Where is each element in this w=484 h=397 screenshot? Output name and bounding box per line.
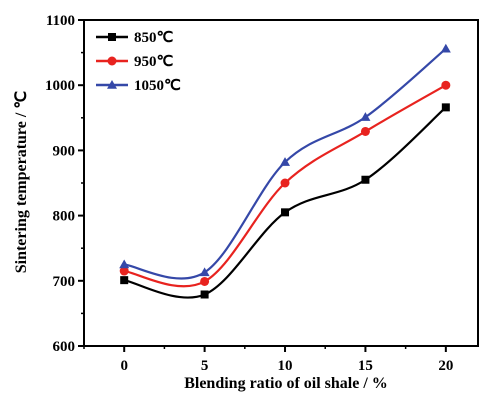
axes: 600 700 800 900 1000 1100 0 5 10 15 20 — [45, 13, 479, 374]
x-tick-label: 10 — [278, 358, 293, 374]
legend: 850℃ 950℃ 1050℃ — [96, 30, 181, 94]
y-tick-label: 900 — [53, 143, 76, 159]
legend-label-0: 850℃ — [134, 30, 174, 46]
x-tick-label: 20 — [438, 358, 453, 374]
y-tick-label: 600 — [53, 339, 76, 355]
data-point-series-0 — [200, 290, 209, 299]
data-point-series-0 — [281, 208, 290, 217]
y-tick-label: 800 — [53, 209, 76, 225]
data-point-series-0 — [441, 103, 450, 112]
x-tick-label: 15 — [358, 358, 373, 374]
y-tick-label: 1100 — [46, 13, 75, 29]
data-point-series-1 — [441, 80, 451, 90]
x-tick-label: 0 — [120, 358, 128, 374]
y-tick-label: 700 — [53, 274, 76, 290]
data-point-series-1 — [280, 178, 290, 188]
data-point-series-2 — [280, 157, 291, 166]
data-point-series-2 — [199, 267, 210, 277]
y-axis-title: Sintering temperature / ℃ — [13, 91, 30, 274]
x-axis-title: Blending ratio of oil shale / % — [184, 375, 388, 392]
y-tick-label: 1000 — [45, 78, 75, 94]
data-point-series-2 — [119, 259, 130, 269]
data-point-series-1 — [360, 126, 370, 136]
legend-marker-2 — [107, 80, 117, 89]
data-point-series-2 — [360, 112, 371, 121]
series-markers — [119, 43, 451, 299]
x-tick-label: 5 — [201, 358, 209, 374]
data-point-series-1 — [200, 276, 210, 286]
legend-label-2: 1050℃ — [134, 78, 181, 94]
data-point-series-0 — [120, 276, 129, 285]
series-line-0 — [123, 106, 447, 299]
legend-label-1: 950℃ — [134, 54, 174, 70]
legend-marker-1 — [107, 56, 117, 66]
data-point-series-2 — [440, 43, 451, 53]
data-point-series-0 — [361, 175, 370, 184]
data-point-series-1 — [119, 266, 129, 276]
legend-marker-0 — [108, 33, 116, 41]
